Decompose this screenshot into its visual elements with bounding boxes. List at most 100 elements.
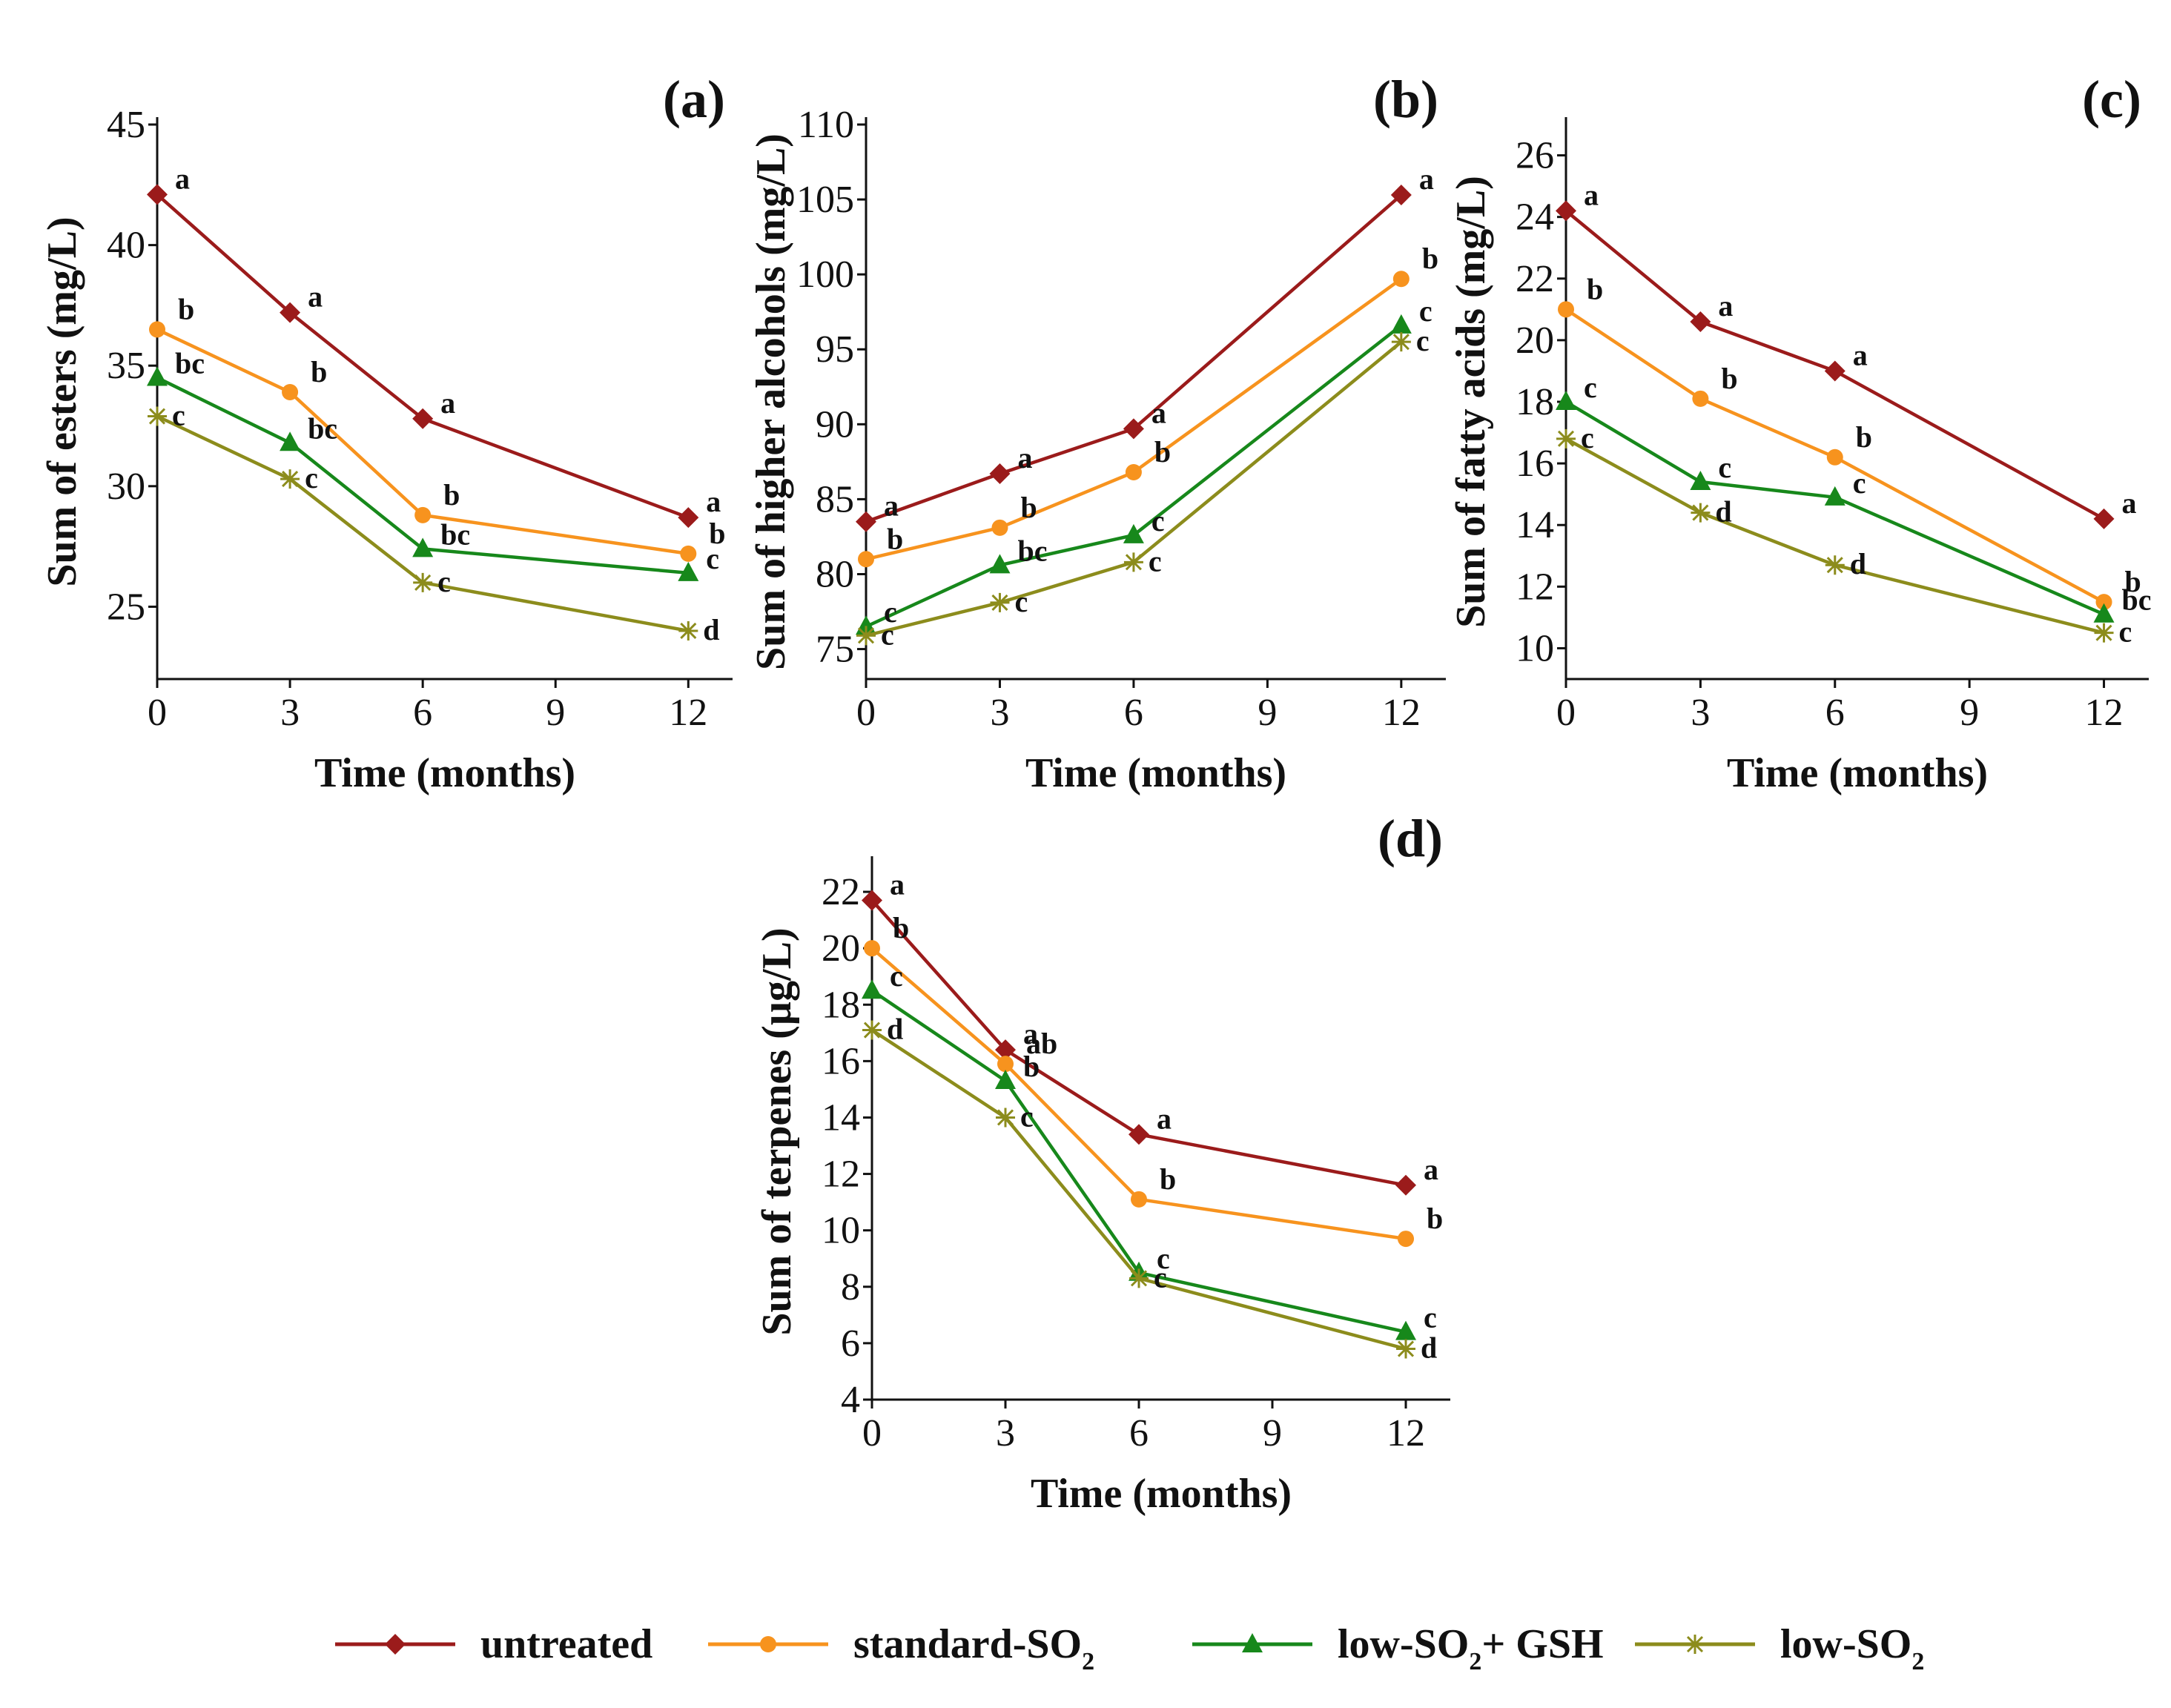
series-line	[865, 277, 1403, 561]
data-point	[1123, 418, 1144, 440]
significance-letter: c	[1424, 1301, 1437, 1334]
data-point	[280, 469, 300, 489]
significance-letter: c	[1419, 294, 1433, 328]
series-line	[1564, 400, 2105, 616]
significance-letter: a	[1718, 289, 1733, 322]
legend-label: standard-SO2	[853, 1621, 1094, 1675]
series-line	[870, 898, 1407, 1188]
significance-letter: a	[1853, 338, 1868, 371]
x-tick-label: 9	[1258, 692, 1277, 734]
y-tick-label: 6	[841, 1323, 860, 1365]
panel-label: (b)	[1373, 70, 1438, 129]
significance-letter: c	[1151, 504, 1165, 537]
data-point	[1396, 1339, 1415, 1359]
significance-letter: b	[1422, 242, 1438, 275]
x-tick-label: 0	[1556, 692, 1576, 734]
series-low-so2: c c c d	[148, 399, 720, 646]
significance-letter: bc	[175, 346, 205, 380]
data-point	[1392, 271, 1410, 288]
significance-letter: b	[1721, 362, 1737, 395]
data-point	[862, 979, 882, 999]
y-axis-title: Sum of fatty acids (mg/L)	[1448, 176, 1494, 628]
significance-letter: b	[893, 911, 909, 944]
chart-panel-d: 4 6 8 10 12 14 16 18 20 22 0 3 6 9 12 Time (months) Sum …	[754, 809, 1450, 1517]
significance-letter: c	[1020, 1099, 1034, 1133]
data-point	[990, 592, 1010, 612]
y-tick-label: 35	[107, 345, 145, 387]
legend-label: untreated	[480, 1621, 652, 1667]
data-point	[280, 431, 301, 451]
significance-letter: c	[1581, 421, 1594, 454]
significance-letter: bc	[2122, 583, 2152, 617]
y-tick-label: 14	[822, 1096, 860, 1139]
significance-letter: a	[1584, 178, 1599, 211]
series-line	[865, 193, 1403, 523]
significance-letter: a	[1017, 441, 1032, 474]
legend-marker	[1685, 1635, 1705, 1654]
data-point	[1390, 185, 1412, 206]
legend-label: low-SO2+ GSH	[1338, 1621, 1604, 1675]
data-point	[1123, 523, 1144, 543]
data-point	[1692, 390, 1709, 407]
x-tick-label: 0	[862, 1412, 882, 1454]
significance-letter: b	[1587, 272, 1603, 305]
data-point	[856, 626, 876, 646]
x-tick-label: 12	[1387, 1412, 1425, 1454]
series-line	[1564, 437, 2105, 635]
data-point	[1690, 311, 1711, 332]
data-point	[991, 519, 1008, 536]
significance-letter: a	[706, 485, 721, 518]
significance-letter: c	[172, 399, 185, 432]
series-line	[156, 328, 689, 556]
series-line	[1564, 209, 2105, 520]
significance-letter: b	[2125, 565, 2141, 598]
significance-letter: c	[1157, 1242, 1170, 1275]
panel-label: (c)	[2082, 70, 2141, 129]
data-point	[412, 408, 434, 429]
significance-letter: c	[437, 565, 451, 598]
significance-letter: ab	[1026, 1027, 1057, 1060]
chart-panel-a: 25 30 35 40 45 0 3 6 9 12 Time (months) Sum of este…	[39, 70, 733, 796]
panel-label: (d)	[1378, 809, 1443, 868]
y-tick-label: 12	[822, 1153, 860, 1196]
series-line	[156, 376, 689, 575]
y-tick-label: 80	[816, 553, 854, 595]
data-point	[1390, 314, 1412, 334]
significance-letter: b	[1023, 1050, 1040, 1083]
x-tick-label: 12	[669, 692, 707, 734]
significance-letter: a	[308, 280, 323, 314]
x-tick-label: 6	[1124, 692, 1143, 734]
y-tick-label: 85	[816, 478, 854, 520]
series-untreated: a a a a	[147, 162, 721, 529]
significance-letter: d	[1421, 1331, 1437, 1365]
data-point	[1556, 200, 1576, 222]
significance-letter: b	[709, 517, 725, 550]
significance-letter: a	[884, 489, 899, 523]
data-point	[149, 321, 165, 338]
data-point	[1129, 1268, 1149, 1288]
x-tick-label: 3	[990, 692, 1009, 734]
data-point	[1395, 1174, 1416, 1196]
y-tick-label: 22	[1516, 258, 1554, 300]
legend-marker	[1242, 1633, 1263, 1652]
significance-letter: c	[884, 595, 897, 629]
x-tick-label: 6	[1825, 692, 1845, 734]
significance-letter: a	[890, 867, 905, 901]
y-tick-label: 12	[1516, 566, 1554, 608]
data-point	[280, 302, 301, 323]
significance-letter: c	[1718, 451, 1731, 484]
data-point	[1556, 428, 1576, 448]
y-tick-label: 45	[107, 104, 145, 146]
x-axis-title: Time (months)	[314, 750, 575, 796]
significance-letter: a	[440, 386, 455, 420]
data-point	[1826, 448, 1843, 466]
x-tick-label: 12	[2085, 692, 2124, 734]
x-tick-label: 9	[1960, 692, 1979, 734]
significance-letter: b	[311, 355, 327, 388]
series-standard-so2: b b b b	[149, 292, 726, 562]
significance-letter: c	[1154, 1260, 1167, 1294]
y-tick-label: 110	[798, 104, 854, 146]
data-point	[1391, 332, 1411, 352]
data-point	[1824, 486, 1845, 506]
x-tick-label: 3	[1691, 692, 1710, 734]
